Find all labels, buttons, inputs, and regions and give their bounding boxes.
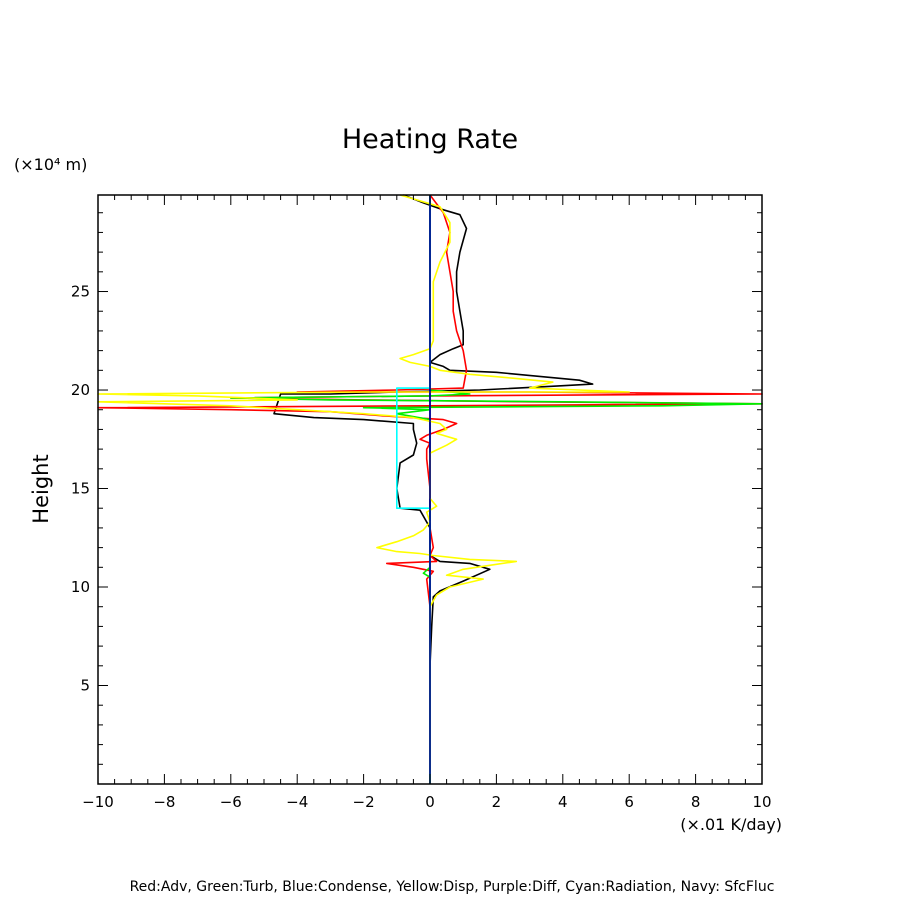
x-tick-label: 10 (752, 793, 771, 811)
x-tick-label: 2 (492, 793, 502, 811)
series-line-2 (230, 195, 763, 784)
y-tick-label: 15 (71, 480, 90, 498)
y-tick-label: 25 (71, 283, 90, 301)
y-axis-label: Height (29, 454, 53, 523)
x-tick-label: −8 (153, 793, 175, 811)
series-line-5 (395, 195, 431, 784)
plot-frame (97, 194, 763, 785)
x-tick-label: −10 (82, 793, 114, 811)
y-tick-label: 10 (71, 578, 90, 596)
y-axis-unit: (×10⁴ m) (14, 155, 87, 174)
x-tick-label: −4 (286, 793, 308, 811)
y-tick-label: 20 (71, 381, 90, 399)
x-tick-label: −2 (353, 793, 375, 811)
series-group (97, 194, 763, 784)
x-tick-label: 0 (425, 793, 435, 811)
chart-title: Heating Rate (342, 124, 518, 155)
y-tick-label: 5 (80, 677, 90, 695)
y-axis: 5 10 15 20 25 (71, 212, 762, 765)
x-tick-label: 4 (558, 793, 568, 811)
x-tick-label: −6 (220, 793, 242, 811)
series-line-0 (273, 194, 594, 784)
x-tick-label: 6 (624, 793, 634, 811)
series-line-1 (97, 194, 763, 784)
series-line-4 (97, 194, 631, 784)
legend: Red:Adv, Green:Turb, Blue:Condense, Yell… (130, 879, 775, 895)
x-tick-label: 8 (691, 793, 701, 811)
x-axis: −10 −8 −6 −4 −2 0 2 4 6 8 10 (82, 195, 772, 811)
x-axis-unit: (×.01 K/day) (680, 815, 782, 834)
